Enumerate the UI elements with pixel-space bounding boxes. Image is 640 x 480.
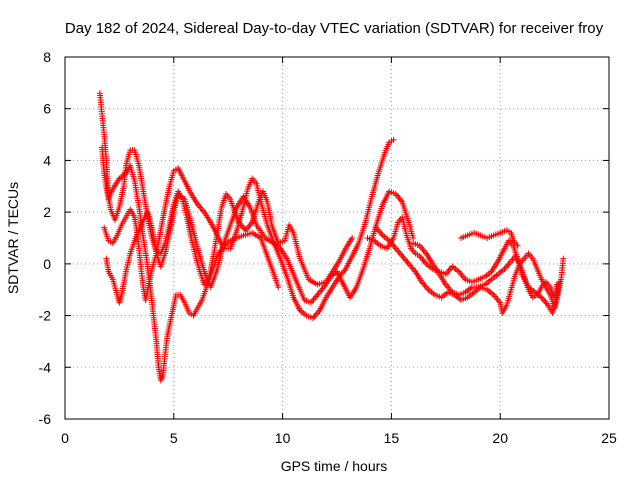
x-tick-label: 0 (61, 430, 69, 446)
series-track-4 (103, 136, 397, 322)
y-axis-label: SDTVAR / TECUs (5, 182, 21, 294)
series-track-5 (364, 214, 567, 316)
y-tick-label: -4 (39, 359, 52, 375)
y-tick-label: 8 (43, 49, 51, 65)
data-point (560, 255, 567, 262)
data-point (553, 281, 560, 288)
data-point (275, 284, 282, 291)
x-tick-labels: 0 5 10 15 20 25 (61, 430, 617, 446)
plot-frame (64, 56, 610, 420)
data-points (96, 90, 567, 384)
y-tick-label: 4 (43, 152, 51, 168)
y-tick-label: -2 (39, 308, 52, 324)
x-tick-label: 10 (275, 430, 291, 446)
x-tick-label: 15 (384, 430, 400, 446)
data-point (390, 136, 397, 143)
x-tick-label: 25 (601, 430, 617, 446)
y-tick-label: 0 (43, 256, 51, 272)
data-point (410, 235, 417, 241)
series-track-7 (410, 240, 560, 301)
x-axis-label: GPS time / hours (281, 458, 388, 474)
y-tick-label: -6 (39, 411, 52, 427)
data-point (349, 235, 356, 241)
x-tick-label: 20 (492, 430, 508, 446)
chart-title: Day 182 of 2024, Sidereal Day-to-day VTE… (65, 20, 604, 37)
series-track-2 (98, 144, 282, 384)
series-track-8 (458, 227, 521, 249)
y-tick-label: 6 (43, 101, 51, 117)
y-tick-label: 2 (43, 204, 51, 220)
x-tick-label: 5 (170, 430, 178, 446)
y-tick-labels: -6 -4 -2 0 2 4 6 8 (39, 49, 52, 427)
data-point (514, 242, 521, 249)
